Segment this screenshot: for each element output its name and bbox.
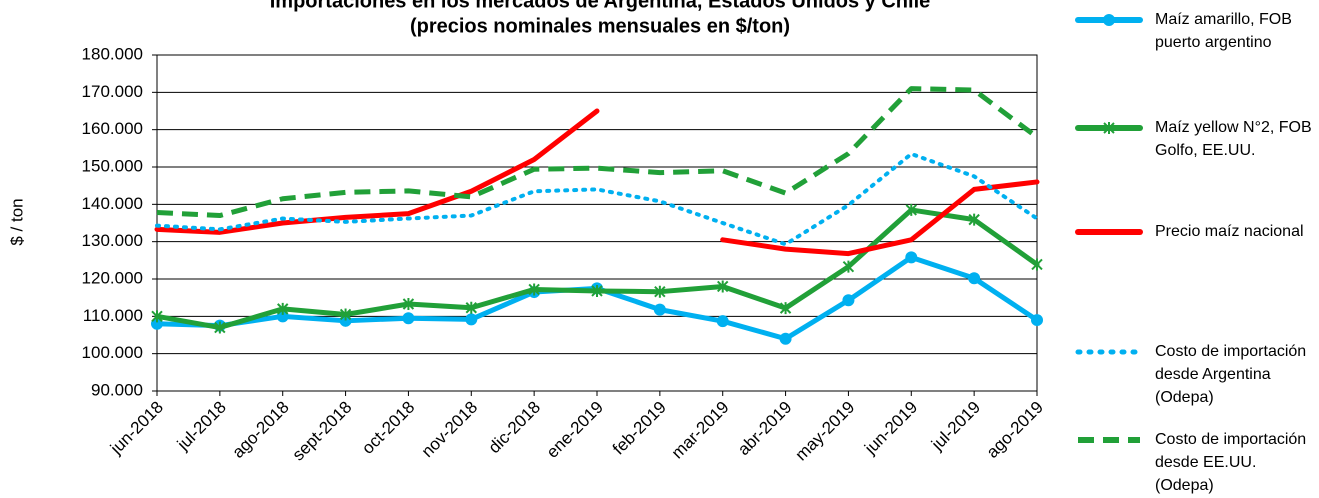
data-point <box>717 280 729 293</box>
legend-label: Precio maíz nacional <box>1155 223 1304 240</box>
legend-label: Maíz amarillo, FOB puerto argentino <box>1155 11 1292 51</box>
x-tick-label: jul-2018 <box>173 398 230 455</box>
data-point <box>528 283 540 296</box>
data-point <box>339 308 352 321</box>
data-point <box>151 317 163 330</box>
legend-label: Costo de importación desde EE.UU. (Odepa… <box>1155 431 1307 494</box>
legend-label: Maíz yellow N°2, FOB Golfo, EE.UU. <box>1155 119 1312 159</box>
y-tick-label: 140.000 <box>82 194 143 213</box>
data-point <box>968 272 981 285</box>
x-tick-label: ene-2019 <box>543 398 607 462</box>
chart-subtitle: (precios nominales mensuales en $/ton) <box>410 15 790 37</box>
y-tick-label: 130.000 <box>82 231 143 250</box>
data-point <box>654 285 666 298</box>
legend-label: Costo de importación desde Argentina (Od… <box>1155 343 1307 406</box>
data-point <box>905 251 918 264</box>
x-tick-label: may-2019 <box>792 398 859 465</box>
x-tick-label: dic-2018 <box>485 398 545 458</box>
legend-marker <box>1103 14 1115 26</box>
series-line <box>154 108 1040 257</box>
data-point <box>716 315 729 328</box>
data-point <box>968 213 980 226</box>
x-tick-label: ago-2019 <box>983 398 1047 462</box>
x-tick-label: feb-2019 <box>609 398 670 459</box>
chart-title: Importaciones en los mercados de Argenti… <box>270 0 931 12</box>
y-axis-label: $ / ton <box>7 198 26 245</box>
x-tick-label: nov-2018 <box>418 398 482 462</box>
data-point <box>465 301 477 314</box>
series-line <box>156 86 1039 219</box>
y-tick-label: 180.000 <box>82 44 143 63</box>
data-point <box>842 260 855 273</box>
data-point <box>276 310 289 323</box>
data-point <box>653 303 666 316</box>
data-point <box>465 313 478 326</box>
y-tick-label: 90.000 <box>91 380 143 399</box>
x-tick-label: mar-2019 <box>668 398 733 463</box>
x-tick-label: jun-2019 <box>860 398 921 459</box>
x-tick-label: abr-2019 <box>734 398 796 460</box>
y-tick-label: 160.000 <box>82 119 143 138</box>
x-tick-label: sept-2018 <box>289 398 356 465</box>
series-line <box>154 254 1040 342</box>
data-point <box>402 312 415 325</box>
data-point <box>1031 258 1043 271</box>
x-tick-label: jul-2019 <box>927 398 984 455</box>
legend-marker <box>1103 122 1115 134</box>
series-line <box>155 151 1039 247</box>
data-point <box>842 294 855 307</box>
y-tick-label: 100.000 <box>82 343 143 362</box>
x-tick-label: ago-2018 <box>228 398 292 462</box>
data-point <box>779 302 792 315</box>
data-point <box>779 332 792 345</box>
data-point <box>905 203 917 216</box>
y-tick-label: 170.000 <box>82 82 143 101</box>
y-tick-label: 120.000 <box>82 268 143 287</box>
data-point <box>402 298 415 311</box>
data-point <box>1031 314 1043 327</box>
x-tick-label: jun-2018 <box>106 398 167 459</box>
y-tick-label: 150.000 <box>82 156 143 175</box>
y-tick-label: 110.000 <box>83 306 143 325</box>
data-point <box>151 310 163 323</box>
data-point <box>277 302 289 315</box>
x-tick-label: oct-2018 <box>358 398 418 458</box>
data-point <box>214 321 226 334</box>
series-line <box>154 207 1040 331</box>
data-point <box>591 284 603 297</box>
